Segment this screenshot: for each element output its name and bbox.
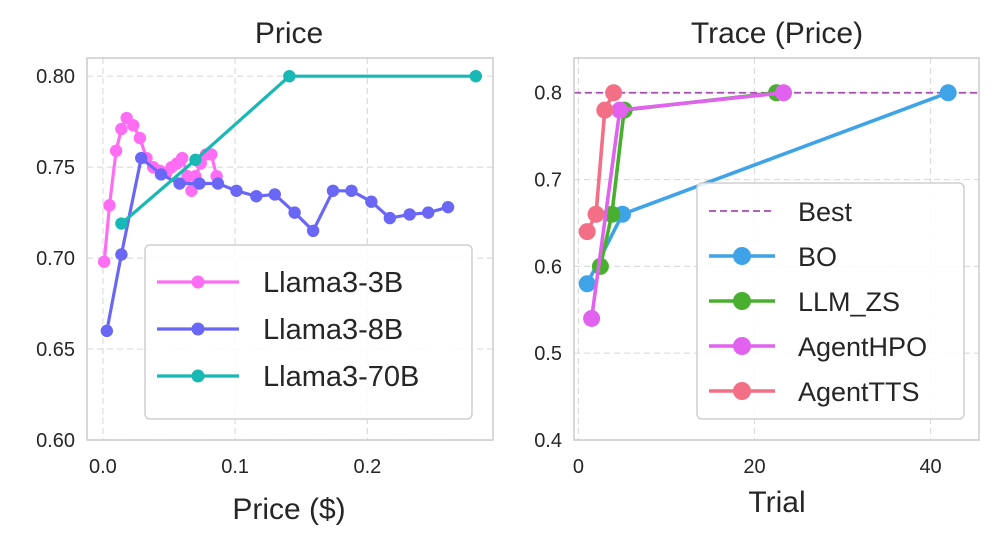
left-y-tick-label: 0.70 [36, 248, 75, 270]
left-point-llama3-3b-3 [115, 122, 128, 136]
right-series-line-agenttts [585, 91, 616, 233]
left-legend-marker-llama3-3b [191, 275, 205, 289]
right-x-axis-label: Trial [748, 486, 805, 519]
left-point-llama3-70b-0 [115, 217, 128, 230]
left-plot-frame [86, 57, 494, 441]
right-legend: Best BO LLM_ZS AgentHPO AgentTTS [696, 182, 965, 420]
right-point-agenthpo-1 [611, 101, 629, 119]
left-point-llama3-70b-1 [189, 153, 202, 167]
left-point-llama3-8b-7 [230, 184, 243, 197]
left-point-llama3-70b-3 [469, 69, 483, 83]
left-y-tick-label: 0.60 [36, 430, 75, 452]
right-point-bo-0 [578, 275, 596, 293]
left-point-llama3-8b-5 [193, 177, 206, 190]
left-point-llama3-3b-15 [185, 184, 198, 197]
right-x-tick-label: 40 [919, 456, 941, 478]
left-point-llama3-8b-16 [403, 208, 416, 221]
left-point-llama3-3b-6 [133, 131, 147, 145]
right-point-agenthpo-2 [775, 84, 793, 102]
right-legend-marker-bo [733, 247, 751, 265]
right-y-tick-label: 0.5 [534, 343, 562, 365]
left-y-tick-label: 0.80 [36, 66, 75, 88]
left-y-tick-label: 0.65 [36, 339, 75, 361]
right-legend-marker-llm-zs [733, 292, 751, 310]
left-point-llama3-8b-0 [100, 324, 114, 338]
right-y-tick-label: 0.4 [534, 430, 562, 452]
left-point-llama3-3b-2 [109, 144, 123, 157]
left-x-tick-label: 0.2 [353, 456, 381, 478]
left-legend-label-llama3-70b: Llama3-70B [263, 361, 419, 393]
left-point-llama3-8b-14 [365, 195, 378, 208]
right-legend-label-agenthpo: AgentHPO [798, 332, 927, 362]
left-legend-marker-llama3-70b [191, 369, 205, 383]
right-legend-label-llm-zs: LLM_ZS [798, 287, 900, 317]
right-y-tick-label: 0.6 [534, 256, 562, 278]
left-point-llama3-8b-12 [326, 184, 340, 197]
right-y-tick-label: 0.8 [534, 83, 562, 105]
left-point-llama3-8b-13 [345, 184, 358, 197]
right-point-agenttts-3 [605, 84, 623, 102]
left-point-llama3-3b-0 [97, 255, 111, 268]
left-chart: 0.600.650.700.750.800.0 0.1 0.2Llama3-3BLl… [36, 57, 494, 478]
left-point-llama3-8b-10 [288, 206, 301, 219]
left-point-llama3-8b-6 [211, 177, 225, 190]
left-x-axis-label: Price ($) [232, 493, 345, 526]
right-legend-label-agenttts: AgentTTS [798, 377, 920, 407]
left-x-tick-label: 0.1 [221, 456, 249, 478]
left-x-tick-label: 0.0 [89, 456, 117, 478]
right-x-tick-label: 0 [573, 456, 584, 478]
right-legend-box [696, 182, 965, 420]
left-point-llama3-3b-5 [127, 119, 140, 132]
right-point-agenttts-0 [578, 223, 596, 241]
left-point-llama3-3b-19 [205, 148, 218, 161]
left-y-tick-label: 0.75 [36, 157, 75, 179]
right-chart: 0.4 0.5 0.6 0.7 0.8 0 20 40 Best BO LLM_ZS AgentHPO… [534, 57, 980, 478]
left-point-llama3-8b-18 [441, 200, 455, 214]
right-point-bo-2 [939, 84, 957, 102]
left-point-llama3-8b-11 [306, 224, 320, 238]
right-point-agenthpo-0 [583, 309, 601, 327]
right-legend-marker-agenthpo [733, 337, 751, 355]
right-point-agenttts-2 [596, 101, 614, 119]
left-point-llama3-3b-1 [103, 199, 116, 212]
left-point-llama3-8b-15 [383, 211, 397, 225]
right-y-tick-label: 0.7 [534, 170, 562, 192]
left-point-llama3-3b-13 [176, 151, 189, 165]
left-point-llama3-8b-2 [135, 151, 148, 165]
left-point-llama3-8b-17 [421, 206, 435, 219]
left-legend-marker-llama3-8b [191, 322, 205, 336]
left-point-llama3-8b-4 [173, 177, 186, 190]
left-point-llama3-8b-8 [250, 190, 263, 203]
left-chart-title: Price [255, 17, 323, 50]
right-x-tick-label: 20 [743, 456, 765, 478]
right-plot-frame [573, 57, 980, 441]
right-chart-title: Trace (Price) [691, 17, 863, 50]
left-point-llama3-8b-9 [268, 188, 281, 201]
right-legend-marker-agenttts [733, 382, 751, 400]
left-point-llama3-8b-1 [115, 248, 128, 261]
left-legend: Llama3-3B Llama3-8B Llama3-70B [144, 244, 473, 420]
right-legend-label-best: Best [798, 197, 853, 227]
right-legend-label-bo: BO [798, 242, 837, 272]
left-legend-label-llama3-3b: Llama3-3B [263, 267, 403, 299]
right-point-agenttts-1 [587, 205, 605, 223]
left-legend-label-llama3-8b: Llama3-8B [263, 314, 403, 346]
left-series-line-llama3-70b [120, 74, 476, 225]
left-point-llama3-8b-3 [154, 168, 168, 181]
left-point-llama3-70b-2 [283, 69, 296, 83]
